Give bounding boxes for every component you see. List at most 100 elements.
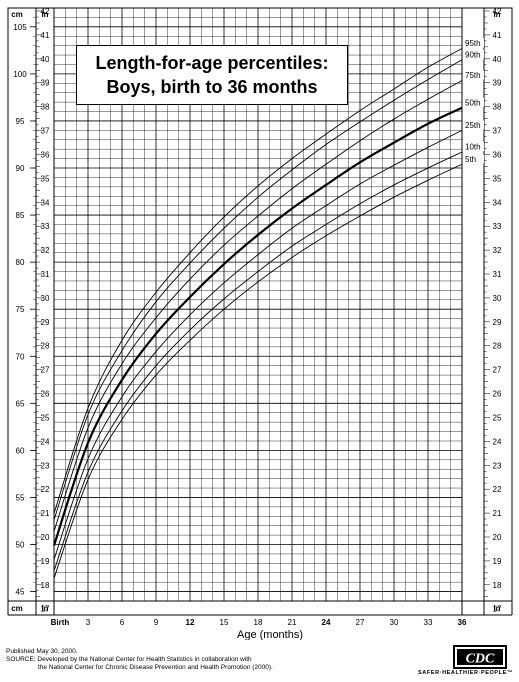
in-tick-label-left: 39 (41, 79, 50, 88)
x-tick-label: 33 (424, 618, 433, 627)
in-tick-label-right: 34 (493, 198, 502, 207)
x-tick-label: 27 (356, 618, 365, 627)
x-tick-label: 9 (154, 618, 159, 627)
in-tick-label-right: 24 (493, 437, 502, 446)
in-tick-label-left: 41 (41, 31, 50, 40)
cdc-logo-block: CDC SAFER·HEALTHIER·PEOPLE™ (403, 645, 513, 677)
in-tick-label-right: 23 (493, 461, 502, 470)
cm-tick-label: 45 (16, 588, 25, 597)
chart-title-box: Length-for-age percentiles: Boys, birth … (76, 45, 348, 105)
in-tick-label-left: 42 (41, 7, 50, 16)
in-tick-label-left: 37 (41, 127, 50, 136)
curve-95th (53, 48, 463, 514)
in-tick-label-left: 21 (41, 509, 50, 518)
cm-tick-label: 65 (16, 399, 25, 408)
in-tick-label-right: 36 (493, 150, 502, 159)
cm-tick-label: 105 (13, 23, 27, 32)
cm-tick-label: 80 (16, 258, 25, 267)
in-tick-label-right: 40 (493, 55, 502, 64)
x-tick-label: 15 (220, 618, 229, 627)
in-unit-bottom-left: in (41, 604, 48, 613)
curve-label-90th: 90th (465, 50, 481, 59)
in-tick-label-left: 19 (41, 557, 50, 566)
chart-title-line-2: Boys, birth to 36 months (106, 77, 318, 97)
x-tick-label: 6 (120, 618, 125, 627)
in-tick-label-left: 27 (41, 366, 50, 375)
x-tick-label: 21 (288, 618, 297, 627)
cm-tick-label: 55 (16, 493, 25, 502)
in-tick-label-left: 33 (41, 222, 50, 231)
curve-5th (53, 163, 463, 579)
in-tick-label-left: 32 (41, 246, 50, 255)
curve-10th (53, 151, 463, 572)
in-tick-label-right: 29 (493, 318, 502, 327)
in-unit-top-left: in (41, 10, 48, 19)
in-tick-label-right: 39 (493, 79, 502, 88)
in-tick-label-left: 30 (41, 294, 50, 303)
x-axis-label: Age (months) (237, 629, 303, 640)
cm-tick-label: 50 (16, 541, 25, 550)
cm-tick-label: 100 (13, 70, 27, 79)
curve-50th (52, 106, 463, 546)
cdc-logo: CDC (453, 645, 507, 669)
in-tick-label-right: 17 (493, 605, 502, 614)
in-tick-label-left: 35 (41, 174, 50, 183)
in-tick-label-left: 23 (41, 461, 50, 470)
in-tick-label-right: 20 (493, 533, 502, 542)
curve-label-bg (464, 154, 484, 164)
cm-tick-label: 85 (16, 211, 25, 220)
in-tick-label-right: 38 (493, 103, 502, 112)
curve-label-bg (464, 49, 484, 59)
in-tick-label-left: 40 (41, 55, 50, 64)
x-tick-label: 12 (186, 618, 195, 627)
in-tick-label-left: 28 (41, 342, 50, 351)
in-tick-label-right: 25 (493, 413, 502, 422)
in-tick-label-left: 26 (41, 390, 50, 399)
in-unit-bottom-right: in (493, 604, 500, 613)
in-tick-label-left: 36 (41, 150, 50, 159)
curve-label-bg (464, 70, 484, 80)
in-tick-label-right: 28 (493, 342, 502, 351)
cm-tick-label: 60 (16, 446, 25, 455)
chart-grid (7, 7, 513, 602)
curve-label-95th: 95th (465, 39, 481, 48)
in-tick-label-left: 20 (41, 533, 50, 542)
in-tick-label-left: 25 (41, 413, 50, 422)
published-date: Published May 30, 2000. (6, 648, 78, 655)
footer-notes: Published May 30, 2000. SOURCE: Develope… (6, 648, 273, 672)
curve-label-bg (464, 120, 484, 130)
x-tick-label: 30 (390, 618, 399, 627)
curve-75th (53, 80, 463, 532)
cm-tick-label: 75 (16, 305, 25, 314)
in-tick-label-left: 29 (41, 318, 50, 327)
cm-tick-label: 95 (16, 117, 25, 126)
curve-label-bg (464, 142, 484, 152)
in-tick-label-right: 22 (493, 485, 502, 494)
in-tick-label-right: 32 (493, 246, 502, 255)
chart-title-line-1: Length-for-age percentiles: (95, 53, 329, 73)
cdc-tagline: SAFER·HEALTHIER·PEOPLE™ (418, 670, 513, 676)
in-unit-top-right: in (493, 10, 500, 19)
in-tick-label-left: 18 (41, 581, 50, 590)
in-tick-label-right: 42 (493, 7, 502, 16)
in-tick-label-right: 26 (493, 390, 502, 399)
cm-unit-top: cm (11, 10, 23, 19)
x-tick-label: 24 (322, 618, 331, 627)
cdc-logo-text: CDC (466, 652, 495, 667)
curve-25th (53, 129, 463, 560)
x-tick-label: Birth (51, 618, 70, 627)
percentile-curves (52, 48, 463, 579)
in-tick-label-right: 33 (493, 222, 502, 231)
length-for-age-chart: 45 50 55 60 65 70 75 80 85 90 95 100 105 17 17 18 18 19 19… (7, 7, 513, 640)
in-tick-label-right: 27 (493, 366, 502, 375)
cm-tick-label: 90 (16, 164, 25, 173)
chart-axes (7, 7, 513, 616)
in-tick-label-right: 30 (493, 294, 502, 303)
curve-90th (53, 59, 463, 521)
cm-tick-label: 70 (16, 352, 25, 361)
x-tick-label: 3 (86, 618, 91, 627)
in-tick-label-left: 31 (41, 270, 50, 279)
cm-unit-bottom: cm (11, 604, 23, 613)
in-tick-label-right: 35 (493, 174, 502, 183)
curve-label-bg (464, 97, 484, 107)
